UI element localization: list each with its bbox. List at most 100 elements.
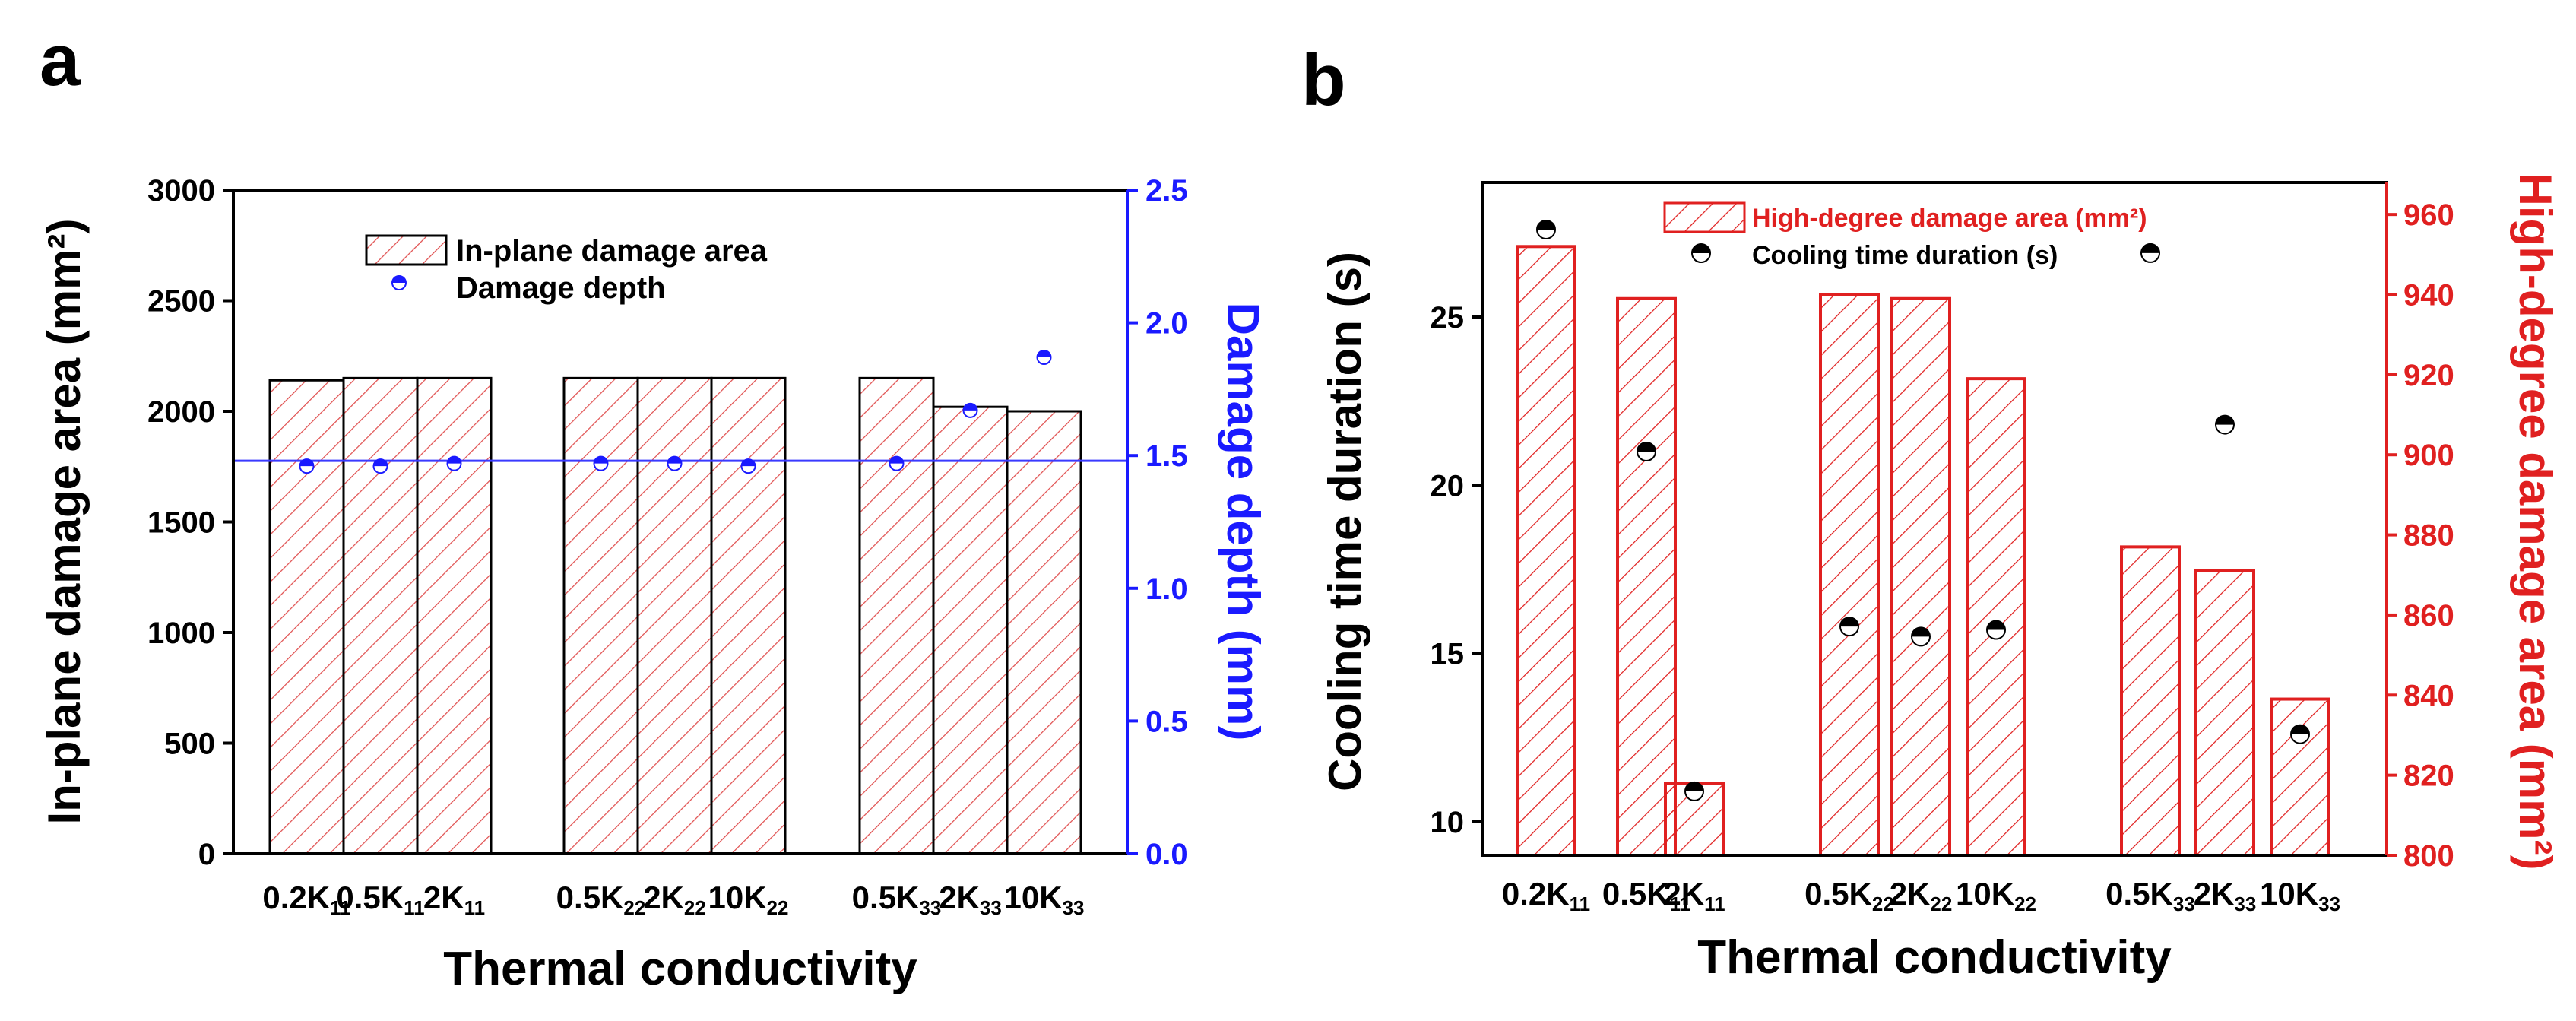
- a-depth-point: [962, 402, 978, 418]
- a-right-tick-label: 2.0: [1145, 307, 1188, 341]
- b-cooling-point-fill: [2141, 243, 2159, 253]
- b-cooling-point: [2215, 414, 2235, 435]
- a-left-tick-label: 3000: [147, 174, 215, 208]
- b-cooling-point-fill: [1987, 620, 2005, 630]
- a-legend-depth-marker-fill: [392, 276, 406, 283]
- b-right-axis-title: High-degree damage area (mm²): [2510, 173, 2561, 870]
- b-cooling-point-fill: [2291, 725, 2309, 734]
- a-depth-point-fill: [299, 459, 314, 467]
- a-area-bar: [342, 376, 419, 855]
- b-right-tick-label: 840: [2403, 679, 2454, 712]
- a-depth-point-fill: [889, 456, 904, 464]
- b-high-degree-bar: [1516, 245, 1576, 857]
- b-left-tick-label: 20: [1431, 469, 1465, 503]
- b-right-tick-label: 820: [2403, 759, 2454, 793]
- a-depth-point: [740, 458, 756, 474]
- a-right-axis-title: Damage depth (mm): [1218, 303, 1269, 741]
- b-x-tick-label: 0.5K22: [1804, 876, 1894, 915]
- b-cooling-point: [1637, 442, 1656, 461]
- b-high-degree-bar: [2120, 545, 2181, 857]
- a-right-axis-ticks: 0.0 0.5 1.0 1.5 2.0 2.5: [1127, 174, 1188, 871]
- b-cooling-point: [1536, 219, 1556, 239]
- b-x-tick-label: 0.5K11: [1602, 876, 1690, 915]
- a-x-tick-label: 2K11: [423, 880, 485, 919]
- a-right-tick-label: 2.5: [1145, 174, 1188, 208]
- a-area-bar: [268, 379, 345, 855]
- b-legend: High-degree damage area (mm²) Cooling ti…: [1663, 201, 2147, 270]
- b-right-tick-label: 960: [2403, 198, 2454, 232]
- a-area-bar: [710, 376, 787, 855]
- a-x-tick-label: 10K22: [708, 880, 789, 919]
- b-right-tick-label: 940: [2403, 279, 2454, 312]
- b-cooling-point: [2140, 243, 2160, 263]
- b-left-tick-label: 25: [1431, 301, 1465, 335]
- a-depth-point-fill: [963, 403, 977, 411]
- b-cooling-point-fill: [1912, 627, 1930, 637]
- panel-b: b 10 15 20 25 800 820 840 860 880 900 920 940 960 0…: [1301, 40, 2561, 984]
- b-cooling-point: [2290, 724, 2310, 744]
- b-cooling-point-fill: [1537, 220, 1555, 230]
- a-depth-point: [1036, 349, 1052, 365]
- a-left-tick-label: 2000: [147, 395, 215, 429]
- a-depth-point: [372, 458, 388, 474]
- b-cooling-point-fill: [1685, 782, 1703, 791]
- a-depth-point-fill: [447, 456, 461, 464]
- a-legend-bar-label: In-plane damage area: [456, 234, 768, 268]
- a-left-tick-label: 1500: [147, 506, 215, 540]
- b-cooling-point: [1911, 626, 1931, 647]
- b-x-tick-label: 2K22: [1890, 876, 1953, 915]
- b-high-degree-bar: [1890, 296, 1951, 857]
- a-depth-point: [889, 455, 905, 471]
- a-bars: [268, 376, 1082, 855]
- b-x-tick-label: 0.2K11: [1502, 876, 1590, 915]
- b-left-axis-title: Cooling time duration (s): [1320, 252, 1370, 791]
- a-left-axis-title: In-plane damage area (mm²): [39, 219, 90, 825]
- a-depth-point: [299, 458, 315, 474]
- a-x-tick-label: 2K22: [643, 880, 706, 919]
- a-x-axis-title: Thermal conductivity: [443, 943, 917, 995]
- a-x-tick-label: 0.5K11: [336, 880, 424, 919]
- b-high-degree-bar: [1966, 377, 2026, 857]
- b-high-degree-bar: [2194, 569, 2255, 857]
- b-x-axis-title: Thermal conductivity: [1697, 931, 2172, 984]
- a-depth-point: [593, 455, 609, 471]
- b-right-axis-ticks: 800 820 840 860 880 900 920 940 960: [2387, 198, 2454, 873]
- b-left-axis-ticks: 10 15 20 25: [1431, 301, 1482, 839]
- b-left-tick-label: 15: [1431, 638, 1465, 671]
- a-x-tick-label: 0.5K33: [852, 880, 942, 919]
- a-depth-point: [667, 455, 683, 471]
- panel-a: a 0 500 1000 1500 2000 2500 3000 0.0 0.5 1.0 1.5 2…: [39, 20, 1269, 995]
- b-x-tick-label: 10K33: [2260, 876, 2340, 915]
- a-area-bar: [932, 405, 1009, 855]
- b-cooling-point-fill: [2216, 415, 2234, 425]
- a-area-bar: [562, 376, 639, 855]
- a-depth-point-fill: [373, 459, 388, 467]
- b-right-tick-label: 800: [2403, 839, 2454, 873]
- b-legend-time-marker: [1691, 243, 1711, 263]
- panel-b-label: b: [1301, 40, 1346, 121]
- a-left-axis-ticks: 0 500 1000 1500 2000 2500 3000: [147, 174, 233, 871]
- b-x-tick-label: 2K33: [2194, 876, 2257, 915]
- b-points: [1536, 219, 2310, 801]
- b-right-tick-label: 880: [2403, 519, 2454, 553]
- a-right-tick-label: 0.5: [1145, 705, 1188, 738]
- a-area-bar: [858, 376, 935, 855]
- a-depth-point-fill: [741, 459, 756, 467]
- b-x-tick-label: 0.5K33: [2105, 876, 2195, 915]
- b-high-degree-bar: [1616, 296, 1677, 857]
- a-right-tick-label: 1.5: [1145, 439, 1188, 473]
- panel-a-label: a: [40, 20, 81, 101]
- a-depth-point-fill: [594, 456, 608, 464]
- b-bars: [1516, 245, 2330, 858]
- a-legend-depth-label: Damage depth: [456, 271, 666, 305]
- b-x-tick-label: 2K11: [1663, 876, 1725, 915]
- a-legend: In-plane damage area Damage depth: [365, 234, 768, 305]
- a-x-tick-label: 0.2K11: [262, 880, 350, 919]
- a-left-tick-label: 0: [198, 838, 215, 871]
- b-right-tick-label: 900: [2403, 439, 2454, 472]
- b-right-tick-label: 860: [2403, 599, 2454, 633]
- b-legend-time-label: Cooling time duration (s): [1752, 241, 2058, 270]
